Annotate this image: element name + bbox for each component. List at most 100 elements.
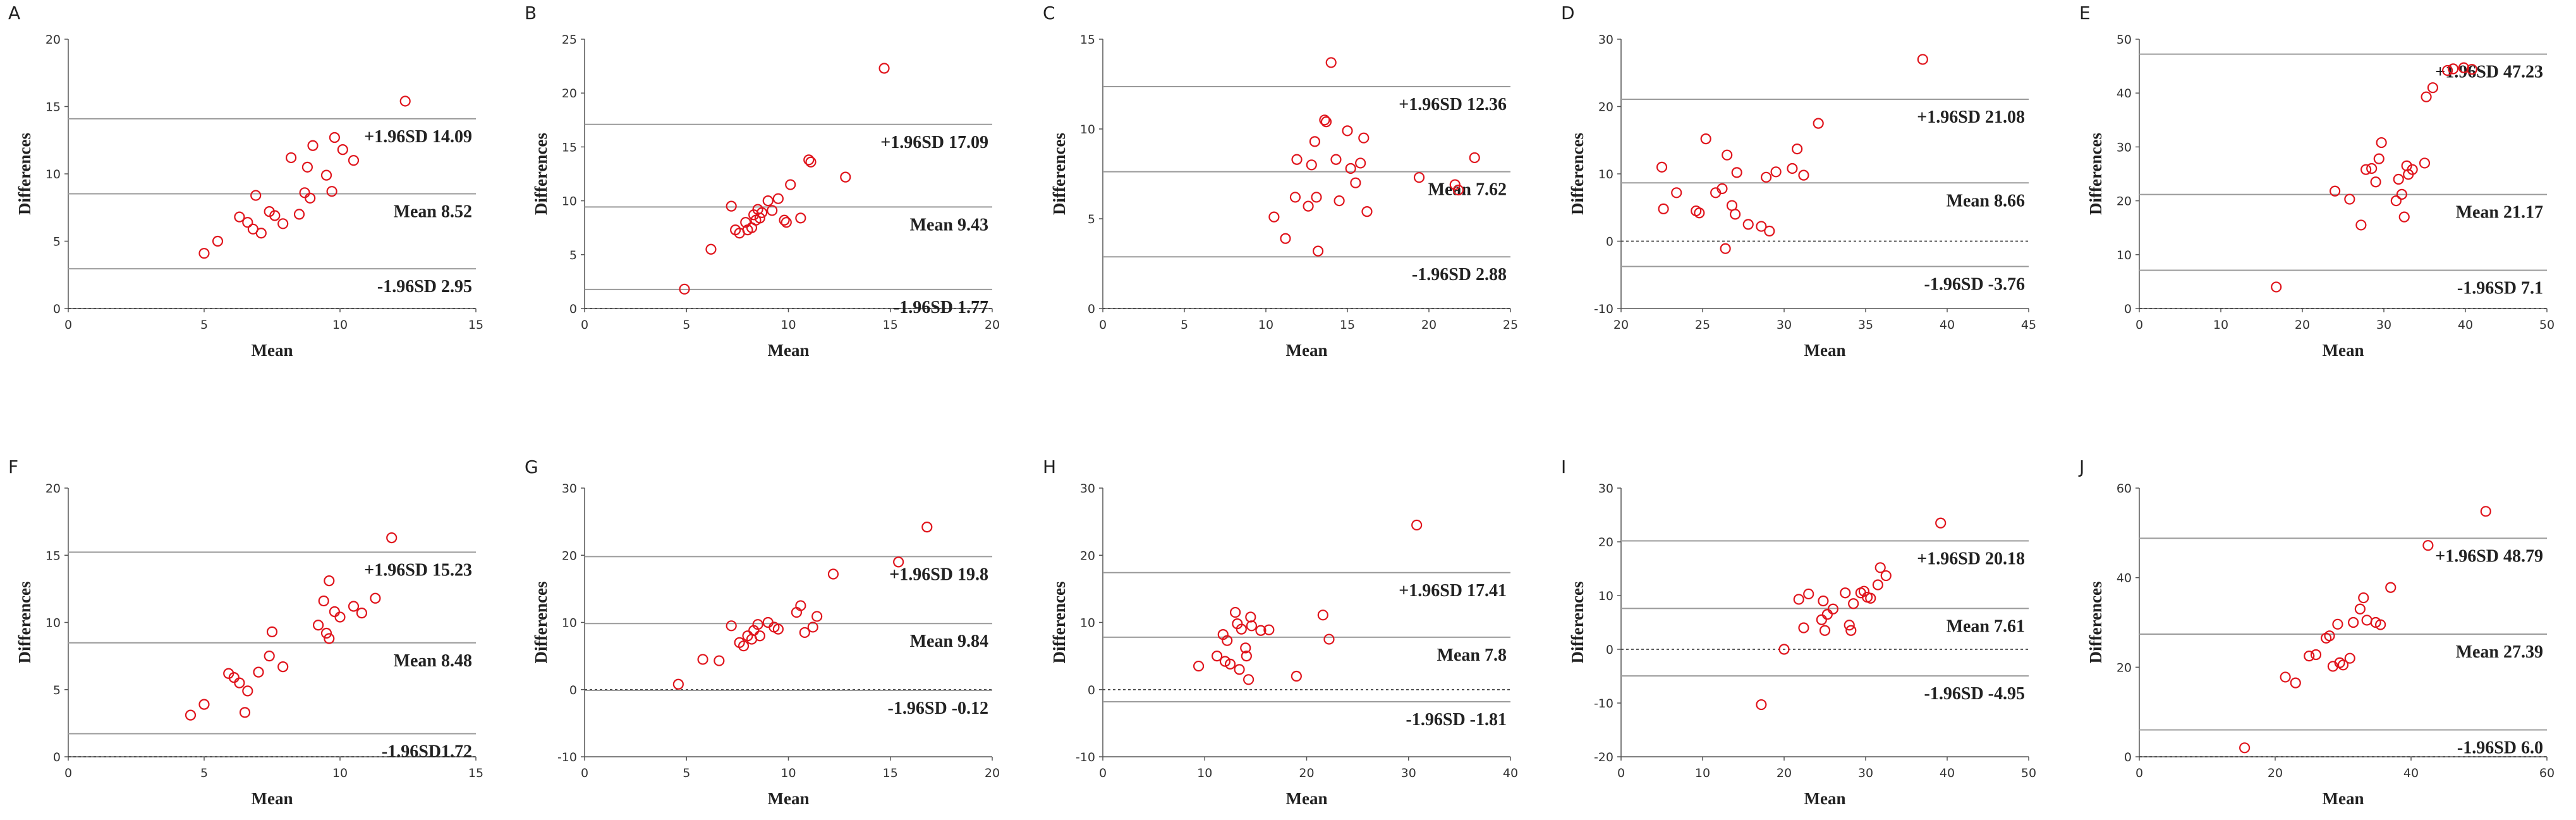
panel-h-letter: H [1043, 456, 1056, 477]
data-point [785, 179, 796, 190]
data-point [1761, 171, 1772, 183]
data-point [1334, 195, 1345, 207]
y-tick-label: 10 [46, 168, 61, 181]
data-point [1803, 588, 1814, 600]
data-point [2396, 188, 2407, 200]
data-point [277, 218, 289, 229]
mean-label: Mean 9.43 [910, 215, 988, 235]
data-point [324, 575, 335, 587]
panel-j: J 0 20 40 60 0 20 40 60 +1.96SD 48.79 Mean 27.39 -1… [2078, 456, 2555, 808]
y-tick-label: 5 [53, 235, 61, 249]
data-point [1872, 579, 1883, 591]
data-point [2370, 176, 2381, 188]
y-tick-label: 25 [562, 33, 577, 47]
y-tick-label: 40 [2117, 87, 2132, 101]
data-point [738, 640, 750, 652]
y-tick-label: 30 [2117, 140, 2132, 154]
x-tick-label: 15 [468, 766, 483, 780]
y-tick-label: 0 [1606, 235, 1613, 249]
data-point [672, 678, 684, 690]
y-tick-label: 60 [2117, 482, 2132, 496]
data-point [198, 248, 210, 259]
data-point [1234, 664, 1245, 675]
data-point [2348, 616, 2359, 628]
data-point [2271, 281, 2282, 293]
data-point [1355, 157, 1366, 169]
data-point [2373, 153, 2385, 164]
upper-limit-label: +1.96SD 17.41 [1399, 581, 1507, 601]
data-point [386, 532, 398, 544]
data-point [2419, 157, 2431, 169]
data-point [2344, 652, 2355, 664]
lower-limit-label: -1.96SD1.72 [382, 742, 472, 761]
x-tick-label: 0 [581, 766, 588, 780]
data-point [1330, 154, 1342, 165]
panel-i-letter: I [1561, 456, 1566, 477]
data-point [1694, 207, 1705, 219]
y-axis-label: Differences [1050, 582, 1069, 664]
data-point [1241, 651, 1252, 662]
data-point [1342, 125, 1353, 137]
data-point [2466, 64, 2477, 75]
x-tick-label: 5 [683, 766, 690, 780]
data-point [714, 655, 725, 666]
data-point [726, 620, 737, 632]
data-point [2407, 164, 2418, 175]
x-tick-label: 10 [781, 318, 796, 332]
data-point [277, 661, 289, 673]
data-point [1255, 625, 1267, 636]
data-point [1289, 192, 1301, 203]
x-tick-label: 15 [468, 318, 483, 332]
x-tick-label: 10 [2213, 318, 2228, 332]
y-tick-label: 5 [53, 683, 61, 697]
panel-d: D -10 0 10 20 30 20 25 30 35 40 45 +1.96SD 21.08 Mean… [1561, 3, 2036, 360]
panel-g: G -10 0 10 20 30 0 5 10 15 20 +1.96SD 19.8 Mean 9.84… [525, 456, 1000, 808]
data-point [2358, 592, 2369, 604]
x-tick-label: 40 [1940, 766, 1955, 780]
y-tick-label: 0 [53, 750, 61, 764]
data-point [1319, 114, 1330, 126]
data-point [293, 209, 305, 220]
data-point [1291, 670, 1302, 682]
data-point [1880, 570, 1892, 582]
x-tick-label: 10 [1695, 766, 1710, 780]
y-tick-label: 10 [562, 195, 577, 209]
panel-a: A 0 5 10 15 20 0 5 10 15 +1.96SD 14.09 Mean 8.52 -1.… [8, 3, 483, 360]
y-tick-label: -10 [1076, 750, 1095, 764]
data-point [2304, 651, 2315, 662]
data-point [1778, 644, 1790, 655]
mean-label: Mean 8.66 [1947, 191, 2025, 211]
y-tick-label: 0 [569, 302, 577, 316]
data-point [878, 63, 890, 74]
data-point [269, 210, 281, 221]
data-point [2366, 162, 2378, 174]
lower-limit-label: -1.96SD 1.77 [894, 298, 988, 317]
lower-limit-label: -1.96SD 7.1 [2457, 279, 2543, 298]
x-tick-label: 0 [64, 766, 72, 780]
x-tick-label: 50 [2539, 318, 2555, 332]
data-point [1413, 172, 1425, 183]
data-point [1193, 660, 1205, 672]
x-tick-label: 20 [1421, 318, 1437, 332]
y-tick-label: 20 [2117, 661, 2132, 675]
mean-label: Mean 7.62 [1428, 180, 1507, 200]
data-point [1756, 221, 1767, 232]
data-point [1317, 609, 1328, 621]
y-tick-label: 10 [1080, 616, 1095, 630]
x-tick-label: 15 [1340, 318, 1355, 332]
x-tick-label: 10 [1197, 766, 1212, 780]
data-point [740, 217, 751, 228]
data-point [1658, 203, 1669, 214]
data-point [2361, 615, 2372, 626]
x-tick-label: 40 [1503, 766, 1518, 780]
y-tick-label: 10 [562, 616, 577, 630]
y-tick-label: 15 [562, 140, 577, 154]
data-point [840, 171, 851, 183]
data-point [2393, 173, 2404, 185]
x-tick-label: 30 [1858, 766, 1873, 780]
data-point [1840, 587, 1851, 599]
y-tick-label: 0 [2124, 302, 2132, 316]
x-tick-label: 20 [985, 318, 1000, 332]
upper-limit-label: +1.96SD 19.8 [889, 565, 988, 584]
panel-c: C 0 5 10 15 0 5 10 15 20 25 +1.96SD 12.36 Mean 7.62 -… [1043, 3, 1518, 360]
